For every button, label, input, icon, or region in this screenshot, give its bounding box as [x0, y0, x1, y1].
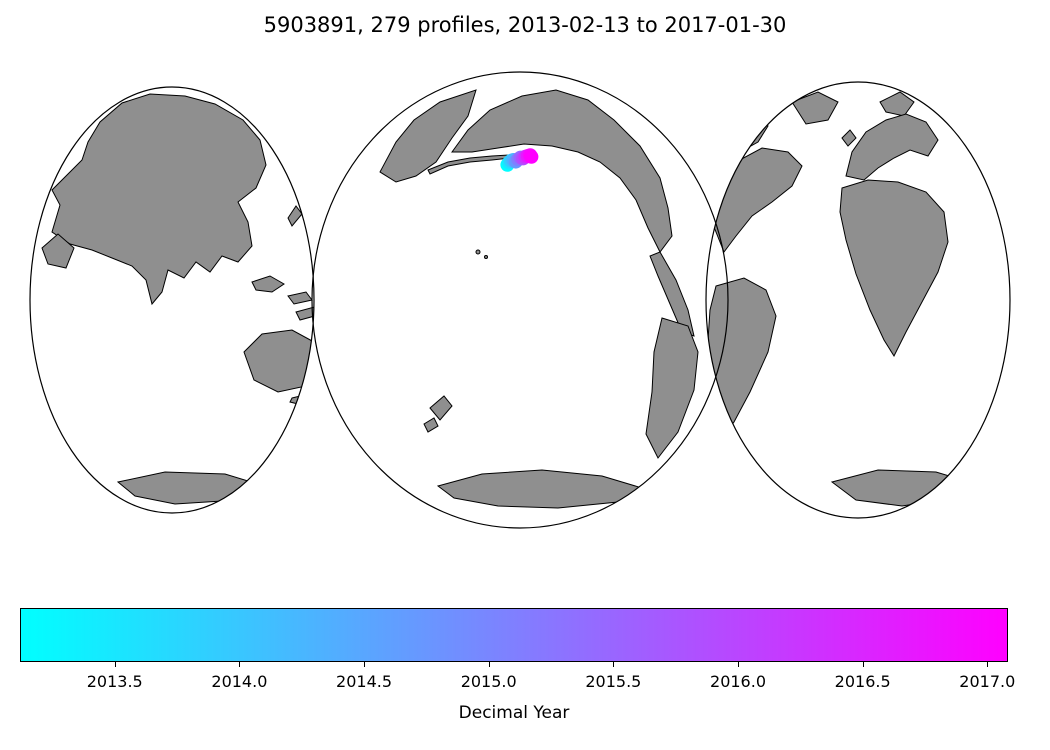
- land-africa: [839, 179, 949, 358]
- profile-scatter: [500, 148, 539, 172]
- figure-title: 5903891, 279 profiles, 2013-02-13 to 201…: [263, 13, 787, 37]
- land-uk: [841, 129, 857, 147]
- land-arabia: [41, 233, 75, 269]
- land-newzealand-north: [429, 395, 453, 421]
- land-southamerica-west: [645, 317, 699, 459]
- map-lobe-outline-right: [705, 81, 1011, 519]
- land-seasia: [251, 275, 285, 293]
- land-scandinavia: [879, 91, 915, 117]
- land-alaska: [451, 89, 673, 253]
- land-siberia: [379, 89, 477, 183]
- land-newzealand-south: [423, 417, 439, 433]
- colorbar-axis-label: Decimal Year: [458, 703, 570, 723]
- map-lobe-outlines: [29, 71, 1011, 529]
- land-australia: [243, 329, 314, 393]
- land-newguinea: [295, 305, 314, 321]
- colorbar: [20, 608, 1008, 662]
- land-hawaii-2: [484, 255, 488, 259]
- map-lobe-outline-middle: [311, 71, 729, 529]
- land-hawaii: [475, 249, 481, 255]
- land-lobe-middle: [379, 89, 699, 509]
- profile-point: [524, 149, 539, 164]
- land-europe: [845, 113, 939, 181]
- land-lobe-left: [41, 93, 314, 505]
- land-greenland: [791, 91, 839, 125]
- land-eurasia: [51, 93, 267, 306]
- map-lobe-outline-left: [29, 86, 315, 514]
